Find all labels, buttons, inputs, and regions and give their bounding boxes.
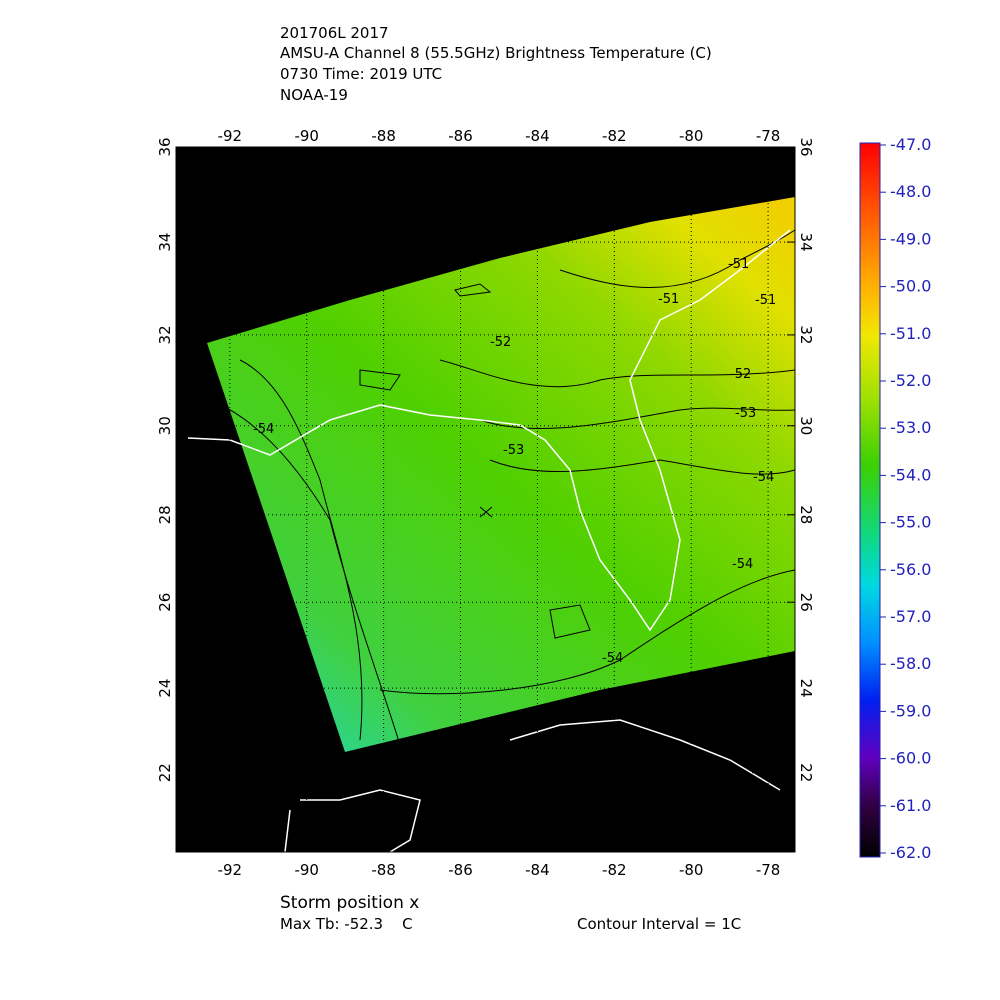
y-tick-label-right: 22 — [797, 763, 815, 782]
y-tick-label-right: 34 — [797, 233, 815, 252]
y-tick-label-left: 36 — [156, 137, 174, 156]
title-line: NOAA-19 — [280, 86, 348, 104]
colorbar-tick-label: -50.0 — [890, 277, 931, 296]
swath — [207, 197, 795, 752]
storm-note: Storm position x — [280, 893, 419, 913]
x-tick-label-top: -78 — [756, 127, 781, 145]
y-tick-label-left: 32 — [156, 325, 174, 344]
colorbar-tick-label: -54.0 — [890, 465, 931, 484]
title-line: AMSU-A Channel 8 (55.5GHz) Brightness Te… — [280, 44, 712, 62]
colorbar-tick-label: -52.0 — [890, 371, 931, 390]
colorbar-tick-label: -59.0 — [890, 701, 931, 720]
y-tick-label-left: 28 — [156, 505, 174, 524]
x-tick-label-top: -90 — [294, 127, 319, 145]
contour-label: -54 — [732, 557, 753, 572]
y-tick-label-right: 26 — [797, 593, 815, 612]
contour-interval: Contour Interval = 1C — [577, 915, 741, 933]
x-tick-label-top: -84 — [525, 127, 550, 145]
contour-label: -53 — [503, 443, 524, 458]
x-tick-label-bottom: -90 — [294, 861, 319, 879]
colorbar — [859, 142, 881, 858]
colorbar-tick-label: -61.0 — [890, 796, 931, 815]
contour-line — [209, 399, 401, 746]
contour-line — [489, 459, 796, 475]
title-line: 0730 Time: 2019 UTC — [280, 65, 442, 83]
x-tick-label-top: -92 — [218, 127, 243, 145]
contour-label: -52 — [490, 335, 511, 350]
header: 201706L 2017 AMSU-A Channel 8 (55.5GHz) … — [280, 24, 712, 104]
colorbar-tick-label: -53.0 — [890, 418, 931, 437]
contour-line — [479, 407, 796, 430]
colorbar-tick-label: -51.0 — [890, 324, 931, 343]
contour-label: -53 — [735, 406, 756, 421]
x-tick-label-bottom: -84 — [525, 861, 550, 879]
x-tick-label-top: -86 — [448, 127, 473, 145]
colorbar-tick-label: -58.0 — [890, 654, 931, 673]
x-tick-label-top: -88 — [371, 127, 396, 145]
contour-line — [359, 283, 591, 639]
y-tick-label-right: 28 — [797, 505, 815, 524]
contour-labels: -51 -51 -51 -52 -52 -53 -53 -54 -54 -54 … — [253, 257, 776, 666]
contour-label: -54 — [753, 470, 774, 485]
y-tick-label-right: 30 — [797, 416, 815, 435]
y-tick-label-left: 30 — [156, 416, 174, 435]
contour-line — [379, 569, 796, 695]
y-tick-label-right: 24 — [797, 679, 815, 698]
map-frame — [175, 146, 796, 853]
y-tick-label-left: 26 — [156, 593, 174, 612]
x-tick-label-top: -80 — [679, 127, 704, 145]
x-tick-label-bottom: -88 — [371, 861, 396, 879]
y-tick-label-left: 34 — [156, 233, 174, 252]
coastline — [187, 229, 791, 853]
x-tick-label-bottom: -82 — [602, 861, 627, 879]
max-tb: Max Tb: -52.3 C — [280, 915, 413, 933]
colorbar-tick-label: -60.0 — [890, 749, 931, 768]
title-line: 201706L 2017 — [280, 24, 389, 42]
colorbar-tick-label: -47.0 — [890, 135, 931, 154]
contour-label: -54 — [602, 651, 623, 666]
x-tick-label-top: -82 — [602, 127, 627, 145]
colorbar-tick-label: -62.0 — [890, 843, 931, 862]
contours — [209, 229, 796, 746]
contour-label: -51 — [755, 293, 776, 308]
y-tick-label-right: 36 — [797, 137, 815, 156]
contour-label: -51 — [728, 257, 749, 272]
colorbar-tick-label: -57.0 — [890, 607, 931, 626]
y-tick-label-right: 32 — [797, 325, 815, 344]
colorbar-tick-label: -48.0 — [890, 182, 931, 201]
contour-line — [439, 359, 796, 388]
x-tick-label-bottom: -92 — [218, 861, 243, 879]
storm-position-marker — [479, 506, 493, 518]
colorbar-tick-label: -55.0 — [890, 513, 931, 532]
colorbar-tick-label: -49.0 — [890, 229, 931, 248]
contour-label: -54 — [253, 422, 274, 437]
contour-label: -52 — [730, 367, 751, 382]
coast-line — [284, 719, 781, 853]
x-tick-label-bottom: -86 — [448, 861, 473, 879]
x-tick-label-bottom: -78 — [756, 861, 781, 879]
y-tick-label-left: 22 — [156, 763, 174, 782]
colorbar-tick-label: -56.0 — [890, 560, 931, 579]
footer: Storm position x Max Tb: -52.3 C Contour… — [280, 893, 741, 933]
y-tick-label-left: 24 — [156, 679, 174, 698]
coast-line — [187, 229, 791, 632]
contour-line — [239, 359, 363, 741]
contour-label: -51 — [658, 292, 679, 307]
x-tick-label-bottom: -80 — [679, 861, 704, 879]
